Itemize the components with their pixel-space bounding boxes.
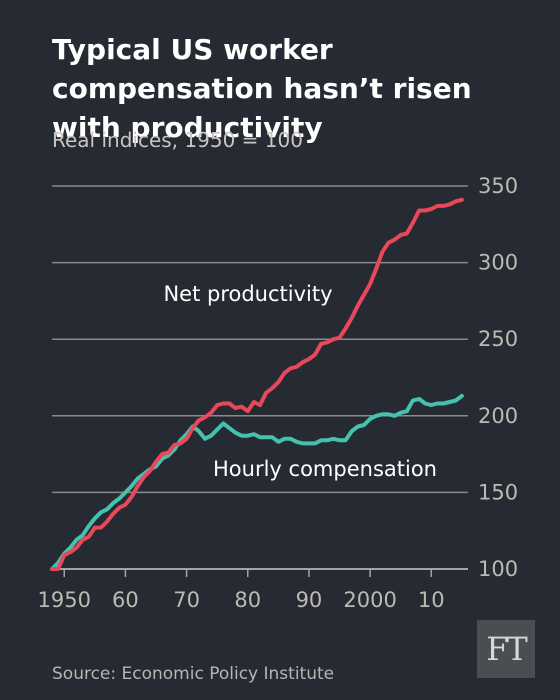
data-series <box>50 197 464 571</box>
source-note: Source: Economic Policy Institute <box>52 664 335 684</box>
y-tick-label-250: 250 <box>478 327 518 351</box>
ft-logo: FT <box>477 620 535 678</box>
y-tick-label-100: 100 <box>478 557 518 581</box>
series-label-hourly-compensation: Hourly compensation <box>213 457 437 481</box>
series-line-net-productivity <box>50 197 464 571</box>
series-line-hourly-compensation <box>50 393 464 571</box>
x-tick-label-2000: 2000 <box>343 588 396 612</box>
x-tick-label-90: 90 <box>296 588 323 612</box>
series-label-net-productivity: Net productivity <box>163 282 332 306</box>
x-tick-label-60: 60 <box>112 588 139 612</box>
chart-subtitle: Real indices, 1950 = 100 <box>52 128 303 152</box>
x-tick-label-1950: 1950 <box>38 588 91 612</box>
x-tick-label-70: 70 <box>173 588 200 612</box>
y-tick-label-200: 200 <box>478 404 518 428</box>
series-labels: Net productivity Hourly compensation <box>163 282 437 481</box>
y-tick-label-150: 150 <box>478 480 518 504</box>
y-axis-tick-labels: 100 150 200 250 300 350 <box>478 174 518 581</box>
chart-title: Typical US worker compensation hasn’t ri… <box>52 33 472 144</box>
y-tick-label-300: 300 <box>478 251 518 275</box>
x-tick-label-10: 10 <box>418 588 445 612</box>
x-axis-tick-labels: 1950 60 70 80 90 2000 10 <box>38 569 445 612</box>
x-tick-label-80: 80 <box>234 588 261 612</box>
y-tick-label-350: 350 <box>478 174 518 198</box>
